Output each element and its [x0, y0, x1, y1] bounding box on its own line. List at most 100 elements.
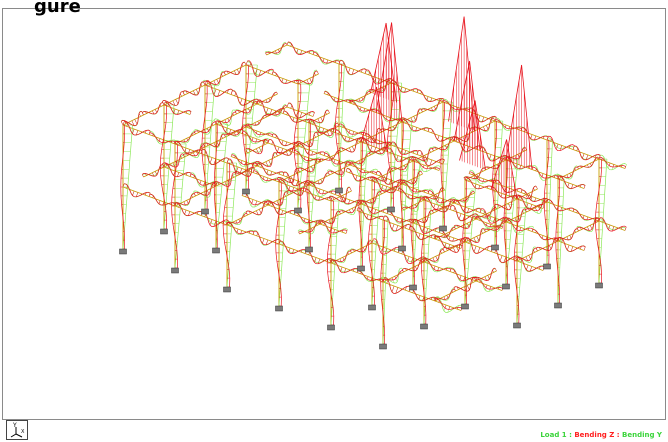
beam	[464, 231, 486, 243]
moment-curve	[402, 259, 423, 272]
moment-hatch	[489, 224, 492, 227]
moment-hatch	[429, 211, 431, 215]
moment-hatch	[377, 178, 379, 180]
moment-hatch	[291, 148, 293, 150]
moment-hatch	[528, 193, 531, 198]
moment-hatch	[381, 185, 384, 190]
moment-hatch	[556, 238, 559, 242]
moment-hatch	[386, 173, 388, 176]
beam	[531, 231, 559, 242]
moment-curve	[193, 181, 215, 198]
moment-hatch	[211, 87, 213, 90]
moment-curve	[410, 147, 432, 162]
moment-hatch	[217, 181, 220, 185]
beam	[299, 161, 321, 173]
beam	[386, 213, 414, 224]
moment-hatch	[226, 70, 229, 74]
moment-hatch	[448, 306, 451, 310]
structure-viewport[interactable]	[2, 8, 666, 420]
moment-hatch	[330, 170, 333, 174]
moment-hatch	[245, 60, 248, 66]
moment-hatch	[364, 69, 367, 74]
moment-hatch	[460, 240, 463, 244]
beam	[271, 74, 299, 85]
moment-hatch	[266, 201, 269, 206]
moment-hatch	[209, 188, 211, 190]
moment-hatch	[308, 251, 311, 255]
moment-hatch	[286, 41, 289, 46]
moment-hatch	[453, 247, 456, 253]
moment-curve	[398, 249, 426, 263]
moment-hatch	[280, 148, 284, 154]
beam	[444, 241, 466, 253]
beam	[468, 173, 496, 184]
moment-hatch	[463, 207, 466, 212]
moment-hatch	[494, 267, 497, 272]
moment-curve	[228, 158, 255, 175]
moment-hatch	[257, 121, 260, 124]
moment-hatch	[390, 212, 392, 215]
moment-hatch	[413, 88, 415, 92]
moment-hatch	[256, 232, 259, 236]
beam	[494, 120, 522, 131]
moment-curve	[465, 177, 493, 190]
moment-hatch	[418, 233, 421, 238]
moment-hatch	[204, 129, 206, 133]
moment-hatch	[312, 52, 315, 55]
moment-hatch	[418, 295, 421, 300]
moment-hatch	[230, 90, 233, 95]
moment-hatch	[173, 203, 176, 207]
beam	[184, 84, 206, 96]
moment-curve	[234, 162, 256, 177]
moment-hatch	[303, 143, 305, 145]
moment-curve	[162, 153, 183, 168]
moment-hatch	[570, 246, 574, 252]
moment-curve	[484, 219, 506, 231]
moment-hatch	[440, 251, 442, 254]
moment-hatch	[258, 70, 262, 77]
moment-hatch	[292, 187, 295, 192]
moment-hatch	[281, 78, 284, 83]
moment-hatch	[348, 130, 351, 134]
moment-hatch	[446, 295, 449, 299]
moment-hatch	[479, 208, 482, 213]
moment-hatch	[494, 188, 496, 191]
moment-hatch	[497, 254, 499, 256]
moment-hatch	[405, 183, 407, 186]
moment-hatch	[252, 230, 255, 235]
moment-hatch	[520, 259, 523, 263]
moment-hatch	[425, 158, 429, 165]
bending-moment-diagram[interactable]	[3, 9, 667, 421]
moment-hatch	[426, 166, 429, 169]
moment-hatch	[266, 170, 269, 174]
moment-curve	[227, 222, 255, 235]
moment-curve	[466, 237, 493, 254]
moment-hatch	[520, 189, 523, 193]
moment-hatch	[449, 268, 452, 272]
moment-hatch	[397, 188, 399, 191]
moment-hatch	[271, 141, 274, 145]
moment-hatch	[285, 149, 287, 152]
moment-curve	[320, 220, 348, 234]
moment-hatch	[281, 140, 284, 145]
moment-hatch	[349, 147, 352, 153]
moment-hatch	[245, 109, 248, 114]
moment-curve	[451, 204, 478, 221]
moment-curve	[515, 247, 537, 262]
moment-hatch	[337, 122, 340, 127]
moment-curve	[243, 192, 270, 206]
moment-hatch	[582, 153, 585, 159]
moment-curve	[173, 192, 195, 207]
moment-hatch	[306, 141, 310, 147]
moment-hatch	[364, 133, 366, 136]
moment-curve	[348, 89, 370, 104]
moment-hatch	[197, 192, 199, 195]
moment-hatch	[490, 273, 492, 275]
moment-hatch	[328, 197, 332, 202]
moment-hatch	[276, 200, 280, 206]
moment-hatch	[316, 53, 318, 56]
moment-hatch	[328, 157, 331, 161]
moment-curve	[599, 218, 626, 230]
moment-hatch	[296, 49, 299, 54]
moment-curve	[318, 210, 340, 225]
